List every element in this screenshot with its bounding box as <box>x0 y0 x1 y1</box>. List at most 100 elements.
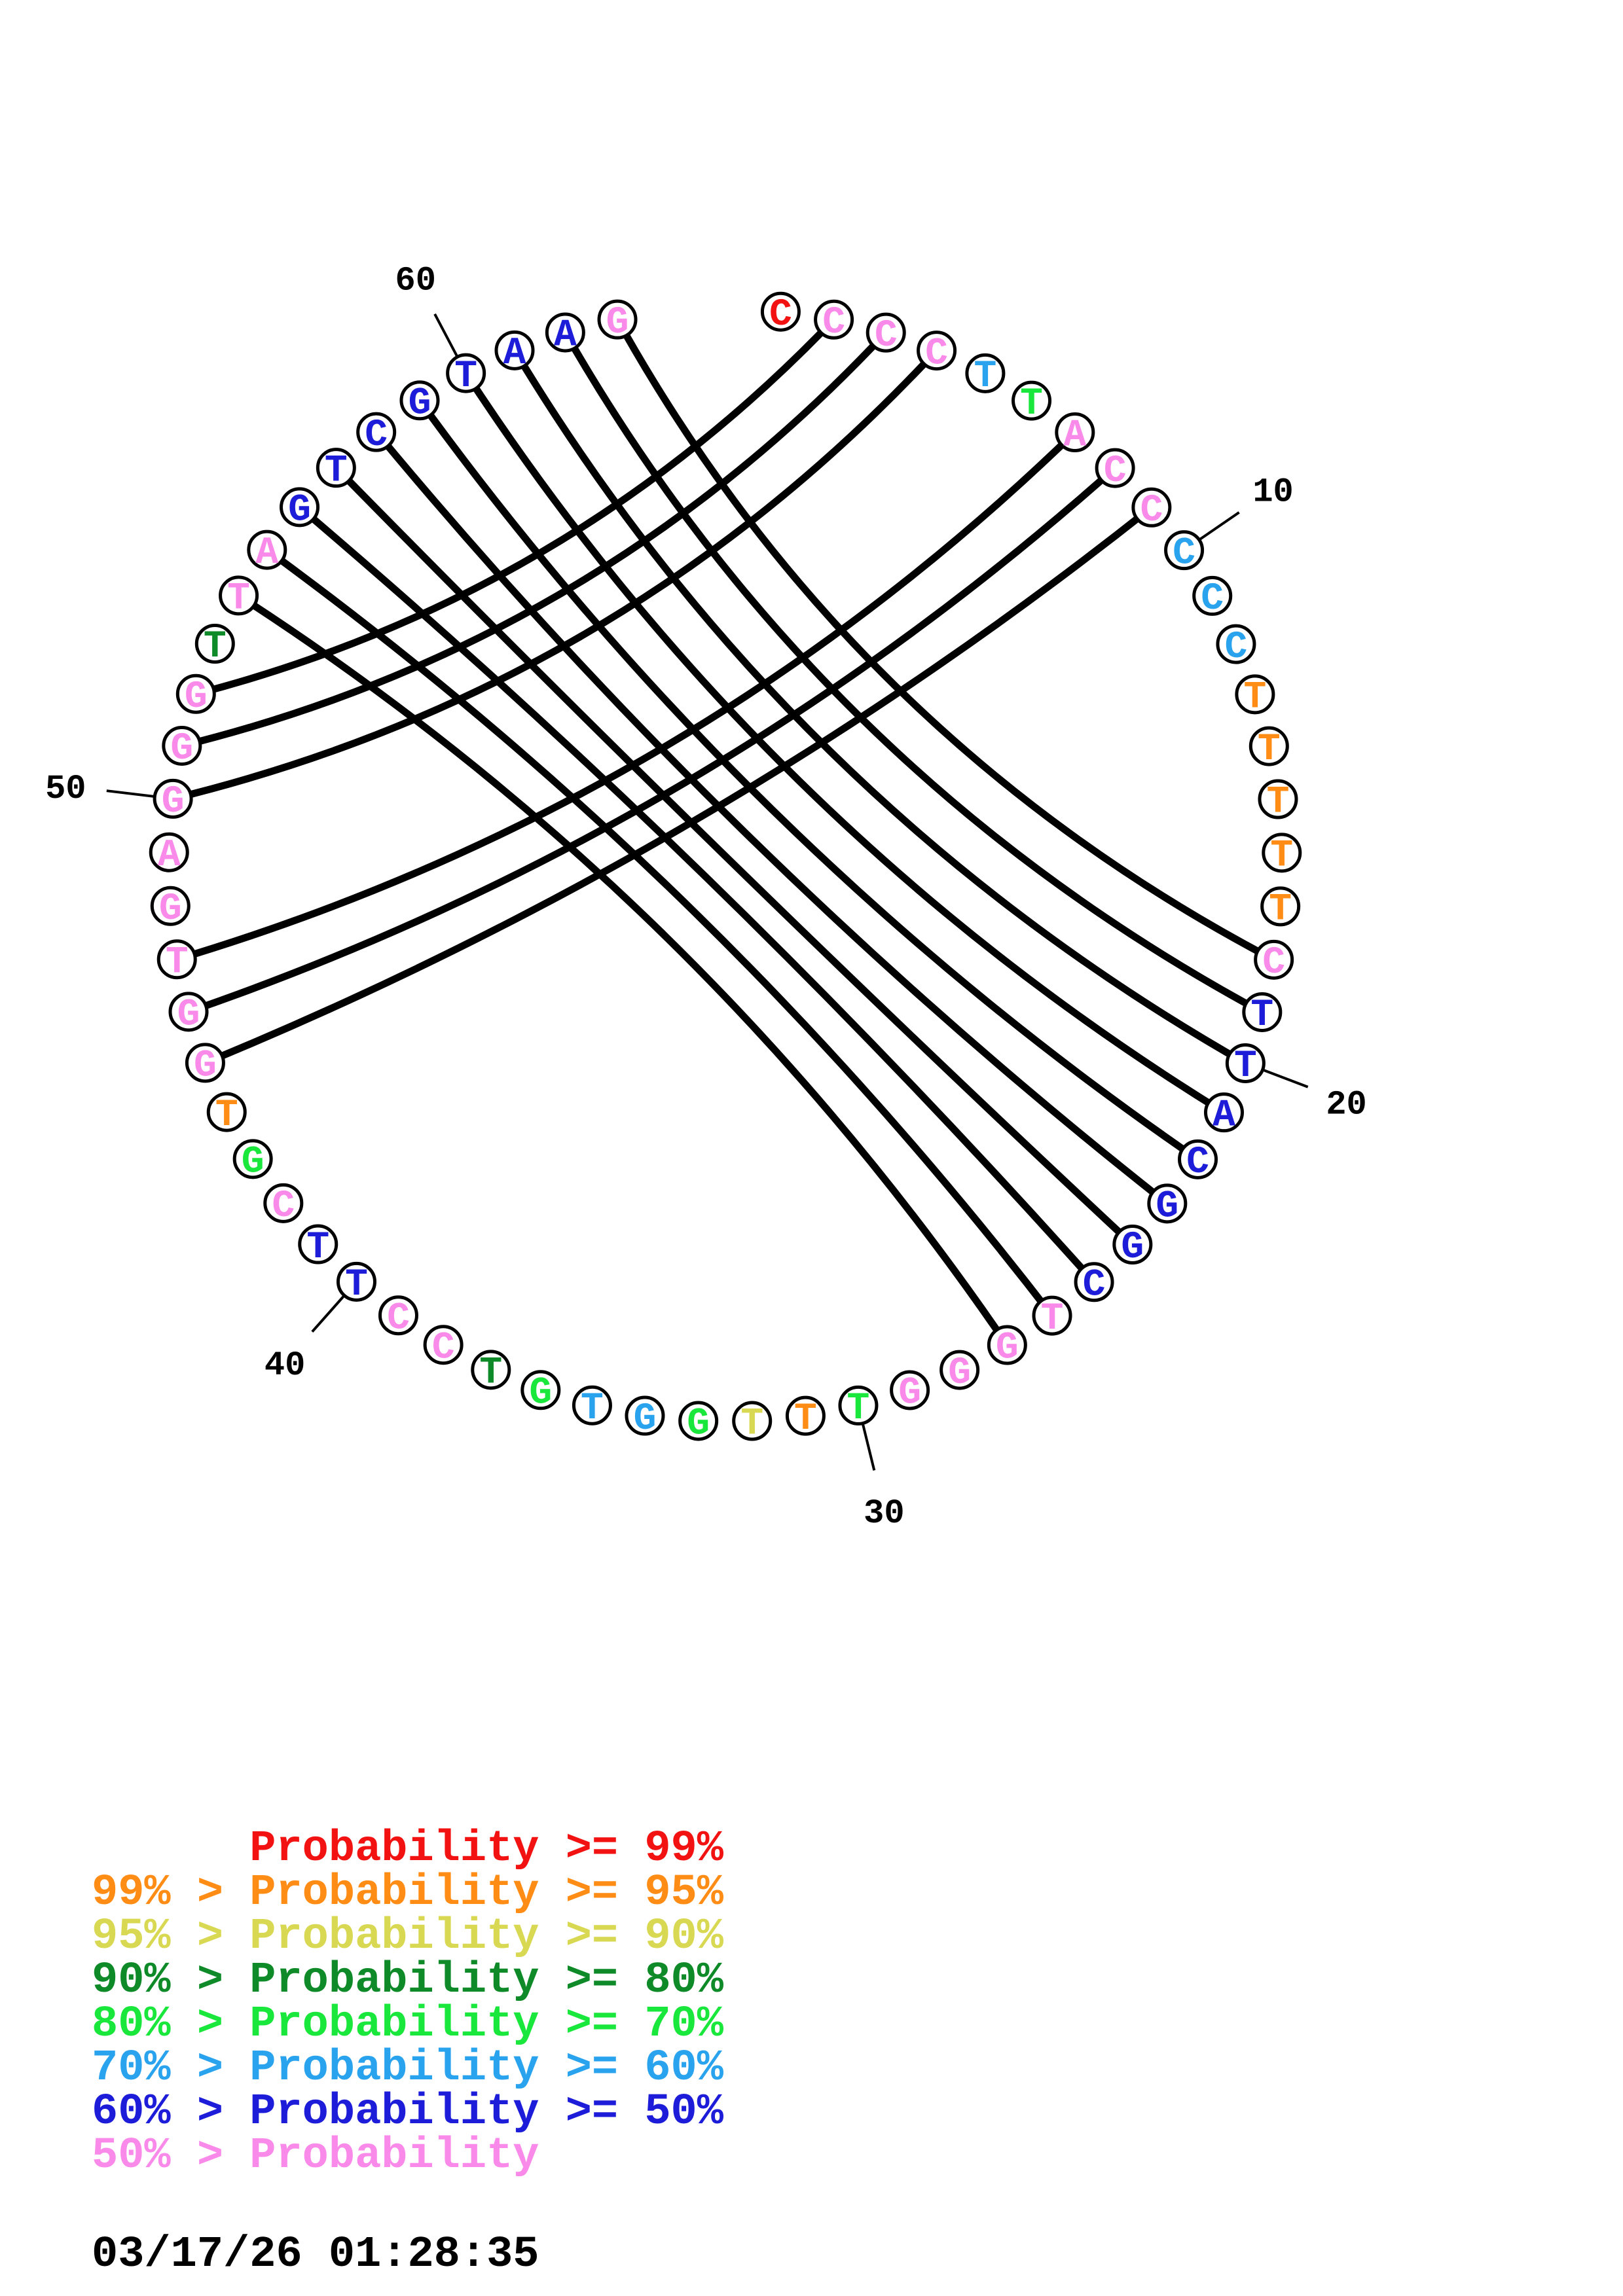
base-circle-44 <box>206 1092 247 1132</box>
base-circle-24 <box>1112 1225 1153 1265</box>
base-circle-15 <box>1258 779 1298 819</box>
base-56: G <box>288 490 311 532</box>
base-22: C <box>1186 1141 1209 1184</box>
base-40: T <box>345 1264 368 1306</box>
chord-25-56 <box>297 504 1097 1285</box>
base-16: T <box>1270 835 1293 878</box>
base-3: C <box>875 315 898 357</box>
base-4: C <box>925 332 948 375</box>
base-circle-10 <box>1164 530 1205 571</box>
base-circle-12 <box>1216 624 1256 664</box>
base-11: C <box>1201 578 1224 620</box>
base-pair-chords <box>172 317 1276 1348</box>
base-circle-61 <box>494 330 535 370</box>
chord-7-47 <box>175 429 1078 963</box>
base-circle-19 <box>1242 992 1283 1032</box>
base-1: C <box>769 294 792 336</box>
chord-19-62 <box>562 331 1264 1016</box>
base-32: T <box>740 1403 763 1446</box>
base-15: T <box>1267 781 1290 824</box>
position-label-40: 40 <box>264 1346 305 1385</box>
legend-line-7: 60% > Probability >= 50% <box>92 2087 723 2137</box>
base-circle-51 <box>162 725 202 766</box>
base-circle-38 <box>423 1325 464 1365</box>
base-circle-6 <box>1012 380 1052 421</box>
base-circle-48 <box>150 886 191 926</box>
base-62: A <box>554 315 577 357</box>
timestamp: 03/17/26 01:28:35 <box>92 2230 539 2280</box>
base-8: C <box>1104 450 1127 493</box>
chord-2-52 <box>194 317 837 698</box>
base-circle-14 <box>1249 726 1289 766</box>
base-circle-16 <box>1262 833 1302 873</box>
position-label-30: 30 <box>864 1494 904 1533</box>
base-circle-22 <box>1178 1139 1218 1179</box>
base-44: T <box>215 1094 238 1137</box>
base-circle-30 <box>838 1385 879 1426</box>
legend-line-3: 95% > Probability >= 90% <box>92 1912 723 1962</box>
base-circle-31 <box>785 1395 826 1436</box>
base-circle-41 <box>298 1224 338 1265</box>
base-51: G <box>170 728 193 770</box>
base-28: G <box>948 1352 971 1395</box>
base-circle-63 <box>597 299 638 340</box>
base-50: G <box>162 781 185 823</box>
base-circle-13 <box>1235 674 1275 715</box>
base-circle-11 <box>1192 575 1233 616</box>
legend-line-1: Probability >= 99% <box>92 1824 723 1874</box>
base-55: A <box>255 532 278 575</box>
base-circle-29 <box>890 1370 930 1410</box>
base-circle-21 <box>1203 1092 1244 1133</box>
base-circle-62 <box>545 312 585 353</box>
base-37: T <box>479 1352 502 1395</box>
base-52: G <box>185 676 208 719</box>
base-circle-37 <box>471 1350 511 1390</box>
base-circle-42 <box>263 1183 304 1223</box>
base-circle-32 <box>732 1401 773 1441</box>
base-circle-4 <box>917 331 957 371</box>
base-27: G <box>996 1327 1019 1370</box>
base-48: G <box>159 888 182 931</box>
base-31: T <box>794 1398 817 1441</box>
base-45: G <box>194 1045 217 1088</box>
chord-4-50 <box>172 348 939 802</box>
base-circle-43 <box>232 1139 273 1179</box>
position-label-20: 20 <box>1326 1085 1366 1124</box>
base-circle-40 <box>336 1261 376 1302</box>
position-labels: 10 20 30 40 50 60 <box>45 261 1367 1533</box>
base-61: A <box>503 332 526 375</box>
base-circle-2 <box>814 299 854 340</box>
base-circle-34 <box>625 1395 665 1436</box>
base-7: A <box>1063 414 1086 457</box>
chord-21-60 <box>463 371 1226 1116</box>
base-21: A <box>1213 1094 1235 1137</box>
chord-23-58 <box>373 429 1170 1207</box>
base-29: G <box>898 1372 921 1415</box>
base-2: C <box>822 302 845 344</box>
base-circles: C C C CTTACCCCCTTTTTCTTACGGCTGGGTTTGGTGTCCT… <box>149 291 1302 1446</box>
base-circle-8 <box>1095 448 1135 488</box>
base-circle-35 <box>572 1385 612 1426</box>
base-34: G <box>634 1398 657 1441</box>
chord-8-46 <box>187 465 1118 1016</box>
base-54: T <box>227 578 250 620</box>
base-42: C <box>272 1185 295 1228</box>
base-53: T <box>204 626 227 668</box>
base-circle-60 <box>446 353 486 393</box>
position-label-50: 50 <box>45 770 86 808</box>
base-13: T <box>1243 677 1266 719</box>
base-circle-1 <box>760 291 801 332</box>
base-circle-27 <box>987 1325 1027 1365</box>
base-38: C <box>432 1327 455 1369</box>
base-circle-47 <box>156 939 197 980</box>
base-14: T <box>1258 728 1281 771</box>
base-41: T <box>306 1227 329 1269</box>
base-circle-3 <box>866 312 906 353</box>
base-33: G <box>687 1403 710 1446</box>
base-10: C <box>1173 532 1195 575</box>
base-12: C <box>1225 626 1248 669</box>
base-circle-18 <box>1254 939 1294 980</box>
legend-line-5: 80% > Probability >= 70% <box>92 2000 723 2049</box>
